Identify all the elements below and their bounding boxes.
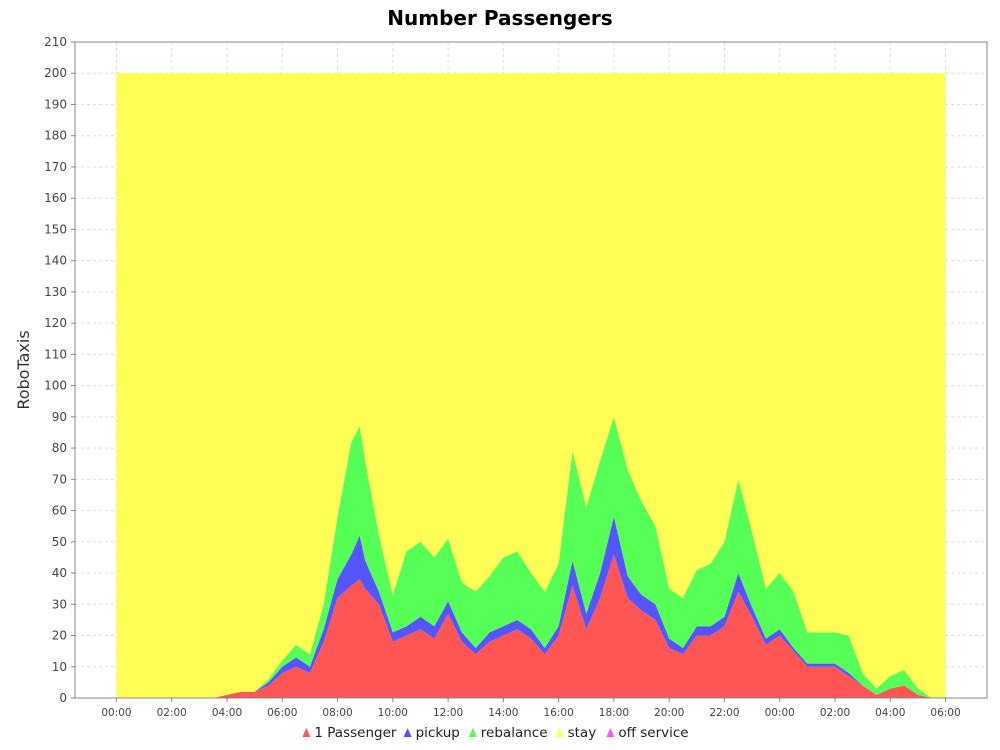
- x-tick-label: 06:00: [267, 707, 297, 719]
- y-tick-label: 90: [52, 410, 67, 424]
- y-axis: 0 10 20 30 40 50 60 70 80 90 100 110 120 130 140 150 160…: [44, 35, 76, 705]
- y-tick-label: 60: [52, 504, 67, 518]
- area-series-2: [116, 416, 946, 698]
- legend-item-2: rebalance: [468, 725, 548, 741]
- x-tick-label: 22:00: [709, 707, 739, 719]
- y-tick-label: 100: [44, 379, 67, 393]
- x-tick-label: 00:00: [765, 707, 795, 719]
- y-tick-label: 0: [59, 691, 67, 705]
- y-tick-label: 180: [44, 129, 67, 143]
- x-tick-label: 02:00: [820, 707, 850, 719]
- x-tick-label: 06:00: [930, 707, 960, 719]
- y-tick-label: 210: [44, 35, 67, 49]
- x-tick-label: 00:00: [101, 707, 131, 719]
- y-tick-label: 190: [44, 97, 67, 111]
- x-tick-label: 02:00: [157, 707, 187, 719]
- legend-item-3: stay: [555, 725, 597, 741]
- legend-label: off service: [618, 725, 688, 741]
- x-tick-label: 10:00: [378, 707, 408, 719]
- legend-label: 1 Passenger: [314, 725, 396, 741]
- y-tick-label: 120: [44, 316, 67, 330]
- legend-label: stay: [568, 725, 597, 741]
- area-series-0: [116, 554, 946, 698]
- y-tick-label: 170: [44, 160, 67, 174]
- legend: 1 Passenger pickup rebalance stay off servic…: [302, 725, 689, 741]
- x-axis: 00:00 02:00 04:00 06:00 08:00 10:00 12:00 14:00…: [101, 698, 961, 719]
- y-tick-label: 140: [44, 254, 67, 268]
- legend-swatch: [403, 728, 412, 737]
- y-tick-label: 20: [52, 629, 67, 643]
- x-tick-label: 08:00: [322, 707, 352, 719]
- x-tick-label: 18:00: [599, 707, 629, 719]
- legend-swatch: [468, 728, 477, 737]
- area-series-3: [116, 73, 946, 698]
- legend-label: pickup: [416, 725, 460, 741]
- x-tick-label: 16:00: [544, 707, 574, 719]
- y-tick-label: 160: [44, 191, 67, 205]
- y-axis-label: RoboTaxis: [14, 330, 33, 409]
- legend-item-1: pickup: [403, 725, 460, 741]
- y-tick-label: 130: [44, 285, 67, 299]
- y-tick-label: 80: [52, 441, 67, 455]
- legend-swatch: [555, 728, 564, 737]
- x-tick-label: 20:00: [654, 707, 684, 719]
- stacked-areas: [116, 73, 946, 698]
- y-tick-label: 50: [52, 535, 67, 549]
- legend-label: rebalance: [481, 725, 548, 741]
- y-tick-label: 200: [44, 66, 67, 80]
- legend-swatch: [606, 728, 615, 737]
- legend-swatch: [302, 728, 311, 737]
- y-tick-label: 70: [52, 472, 67, 486]
- chart-title: Number Passengers: [387, 6, 612, 30]
- y-tick-label: 40: [52, 566, 67, 580]
- y-tick-label: 30: [52, 597, 67, 611]
- legend-item-4: off service: [606, 725, 689, 741]
- y-tick-label: 110: [44, 347, 67, 361]
- x-tick-label: 04:00: [875, 707, 905, 719]
- y-tick-label: 150: [44, 222, 67, 236]
- x-tick-label: 04:00: [212, 707, 242, 719]
- x-tick-label: 14:00: [488, 707, 518, 719]
- legend-item-0: 1 Passenger: [302, 725, 397, 741]
- x-tick-label: 12:00: [433, 707, 463, 719]
- y-tick-label: 10: [52, 660, 67, 674]
